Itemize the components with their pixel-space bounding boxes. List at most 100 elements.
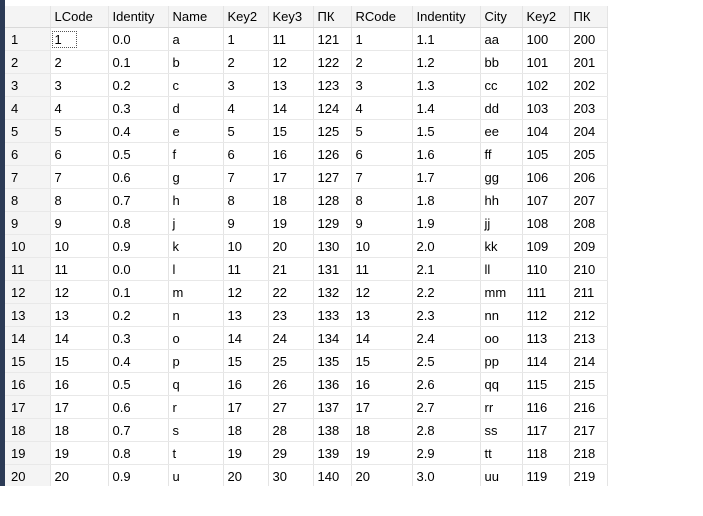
grid-cell[interactable]: 20 — [223, 464, 269, 488]
grid-cell[interactable]: 17 — [351, 395, 413, 419]
grid-cell[interactable]: 18 — [268, 188, 314, 212]
row-number-cell[interactable]: 12 — [5, 280, 51, 304]
grid-cell[interactable]: mm — [480, 280, 523, 304]
grid-cell[interactable]: 12 — [50, 280, 109, 304]
grid-cell[interactable]: 9 — [351, 211, 413, 235]
grid-cell[interactable]: k — [168, 234, 224, 258]
grid-cell[interactable]: 4 — [223, 96, 269, 120]
grid-cell[interactable]: 2.7 — [412, 395, 481, 419]
grid-cell[interactable]: 20 — [50, 464, 109, 488]
row-number-cell[interactable]: 15 — [5, 349, 51, 373]
grid-cell[interactable]: 12 — [223, 280, 269, 304]
grid-cell[interactable]: 134 — [313, 326, 352, 350]
grid-cell[interactable]: 24 — [268, 326, 314, 350]
grid-cell[interactable]: 12 — [268, 50, 314, 74]
grid-cell[interactable]: ss — [480, 418, 523, 442]
grid-cell[interactable]: 219 — [569, 464, 608, 488]
grid-cell[interactable]: 208 — [569, 211, 608, 235]
grid-cell[interactable]: e — [168, 119, 224, 143]
grid-cell[interactable]: 18 — [50, 418, 109, 442]
grid-cell[interactable]: 200 — [569, 27, 608, 51]
grid-cell[interactable]: 1.3 — [412, 73, 481, 97]
grid-cell[interactable]: 103 — [522, 96, 570, 120]
grid-cell[interactable]: 130 — [313, 234, 352, 258]
grid-cell[interactable]: bb — [480, 50, 523, 74]
grid-cell[interactable]: 17 — [50, 395, 109, 419]
grid-cell[interactable]: 2.9 — [412, 441, 481, 465]
grid-cell[interactable]: g — [168, 165, 224, 189]
row-number-cell[interactable]: 9 — [5, 211, 51, 235]
grid-cell[interactable]: 13 — [268, 73, 314, 97]
grid-cell[interactable]: 0.1 — [108, 50, 169, 74]
grid-cell[interactable]: 13 — [223, 303, 269, 327]
column-header[interactable]: Key2 — [522, 6, 570, 28]
grid-cell[interactable]: rr — [480, 395, 523, 419]
grid-cell[interactable]: oo — [480, 326, 523, 350]
grid-cell[interactable]: 129 — [313, 211, 352, 235]
results-grid[interactable]: LCode Identity Name Key2 Key3 ПК RCode Indentit… — [5, 6, 703, 488]
grid-cell[interactable]: ll — [480, 257, 523, 281]
row-number-cell[interactable]: 7 — [5, 165, 51, 189]
grid-cell[interactable]: 0.1 — [108, 280, 169, 304]
grid-cell[interactable]: 217 — [569, 418, 608, 442]
column-header[interactable]: ПК — [569, 6, 608, 28]
grid-cell[interactable]: tt — [480, 441, 523, 465]
grid-cell[interactable]: q — [168, 372, 224, 396]
grid-cell[interactable]: 11 — [50, 257, 109, 281]
grid-cell[interactable]: qq — [480, 372, 523, 396]
grid-cell[interactable]: p — [168, 349, 224, 373]
grid-cell[interactable]: 207 — [569, 188, 608, 212]
grid-cell[interactable]: 126 — [313, 142, 352, 166]
grid-cell[interactable]: 114 — [522, 349, 570, 373]
grid-cell[interactable]: 2.3 — [412, 303, 481, 327]
grid-cell[interactable]: 1.6 — [412, 142, 481, 166]
grid-cell[interactable]: 202 — [569, 73, 608, 97]
grid-cell[interactable]: jj — [480, 211, 523, 235]
grid-cell[interactable]: 118 — [522, 441, 570, 465]
grid-cell[interactable]: s — [168, 418, 224, 442]
grid-cell[interactable]: 210 — [569, 257, 608, 281]
grid-cell[interactable]: 23 — [268, 303, 314, 327]
grid-cell[interactable]: 9 — [50, 211, 109, 235]
grid-cell[interactable]: 4 — [351, 96, 413, 120]
grid-cell[interactable]: 0.2 — [108, 73, 169, 97]
row-number-cell[interactable]: 18 — [5, 418, 51, 442]
grid-cell[interactable]: b — [168, 50, 224, 74]
grid-cell[interactable]: 215 — [569, 372, 608, 396]
grid-cell[interactable]: 128 — [313, 188, 352, 212]
grid-cell[interactable]: 19 — [268, 211, 314, 235]
grid-cell[interactable]: 1 — [351, 27, 413, 51]
grid-cell[interactable]: 6 — [223, 142, 269, 166]
grid-cell[interactable]: 8 — [351, 188, 413, 212]
grid-cell[interactable]: 121 — [313, 27, 352, 51]
grid-cell[interactable]: 109 — [522, 234, 570, 258]
grid-cell[interactable]: kk — [480, 234, 523, 258]
grid-cell[interactable]: 0.9 — [108, 464, 169, 488]
grid-cell[interactable]: 132 — [313, 280, 352, 304]
row-number-cell[interactable]: 19 — [5, 441, 51, 465]
grid-cell[interactable]: 1.9 — [412, 211, 481, 235]
grid-cell[interactable]: 133 — [313, 303, 352, 327]
grid-cell[interactable]: 115 — [522, 372, 570, 396]
column-header[interactable]: ПК — [313, 6, 352, 28]
grid-cell[interactable]: 5 — [50, 119, 109, 143]
column-header[interactable]: Name — [168, 6, 224, 28]
grid-cell[interactable]: 201 — [569, 50, 608, 74]
grid-cell[interactable]: 2.1 — [412, 257, 481, 281]
grid-cell[interactable]: 16 — [223, 372, 269, 396]
grid-cell[interactable]: 1.5 — [412, 119, 481, 143]
grid-cell[interactable]: 15 — [50, 349, 109, 373]
grid-cell[interactable]: 7 — [351, 165, 413, 189]
row-number-cell[interactable]: 2 — [5, 50, 51, 74]
grid-cell[interactable]: 30 — [268, 464, 314, 488]
grid-cell[interactable]: 18 — [223, 418, 269, 442]
grid-cell[interactable]: 5 — [223, 119, 269, 143]
grid-cell[interactable]: 3 — [223, 73, 269, 97]
column-header[interactable]: RCode — [351, 6, 413, 28]
row-number-cell[interactable]: 1 — [5, 27, 51, 51]
grid-cell[interactable]: 104 — [522, 119, 570, 143]
grid-cell[interactable]: d — [168, 96, 224, 120]
grid-cell[interactable]: 4 — [50, 96, 109, 120]
grid-cell[interactable]: 101 — [522, 50, 570, 74]
grid-cell[interactable]: 2.5 — [412, 349, 481, 373]
